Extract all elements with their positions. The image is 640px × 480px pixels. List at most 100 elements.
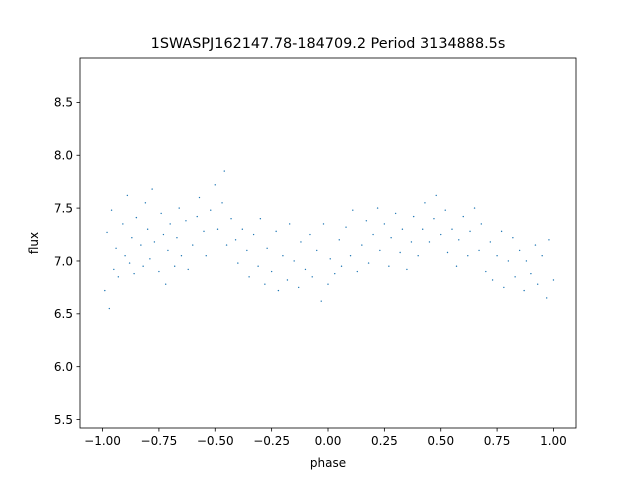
data-point <box>266 247 268 249</box>
data-point <box>455 265 458 267</box>
data-point <box>512 237 514 239</box>
data-point <box>133 272 135 275</box>
data-point <box>288 223 291 225</box>
data-point <box>388 265 390 267</box>
data-point <box>541 254 543 257</box>
data-point <box>117 276 120 278</box>
data-point <box>514 276 516 278</box>
data-point <box>491 279 494 281</box>
y-tick-label: 6.5 <box>54 307 73 321</box>
x-axis-ticks: −1.00 −0.75 −0.50 −0.25 0.00 0.25 0.50 0.75 1.00 <box>84 428 567 448</box>
y-tick-label: 8.0 <box>54 149 73 163</box>
data-point <box>525 260 528 262</box>
data-point <box>316 249 318 252</box>
data-point <box>293 260 295 262</box>
data-point <box>225 244 228 246</box>
y-axis-label: flux <box>27 232 41 254</box>
plot-area-frame <box>79 57 577 429</box>
data-point <box>478 249 480 252</box>
y-tick-label: 7.0 <box>54 254 73 268</box>
data-point <box>309 233 311 236</box>
data-point <box>128 262 131 264</box>
data-point <box>122 223 124 225</box>
data-point <box>203 230 205 233</box>
data-point <box>467 254 469 257</box>
data-point <box>406 268 408 271</box>
data-point <box>140 244 142 246</box>
data-point <box>458 239 460 241</box>
data-point <box>451 228 453 230</box>
data-point <box>536 283 539 285</box>
scatter-points <box>104 170 555 310</box>
x-tick-label: 1.00 <box>540 434 567 448</box>
data-point <box>151 188 153 190</box>
data-point <box>223 170 225 172</box>
data-point <box>241 228 244 230</box>
data-point <box>352 209 354 211</box>
data-point <box>198 196 201 199</box>
data-point <box>349 254 352 257</box>
data-point <box>376 207 379 209</box>
data-point <box>412 215 415 218</box>
data-point <box>469 230 471 233</box>
data-point <box>252 233 255 236</box>
x-tick-label: −0.75 <box>141 434 178 448</box>
data-point <box>106 231 108 234</box>
data-point <box>518 249 521 252</box>
data-point <box>334 272 336 275</box>
data-point <box>496 254 498 257</box>
data-point <box>264 283 266 285</box>
data-point <box>286 279 289 281</box>
data-point <box>135 216 138 219</box>
data-point <box>237 262 239 264</box>
data-point <box>552 279 555 281</box>
data-point <box>173 265 176 267</box>
data-point <box>167 249 169 252</box>
data-point <box>390 237 392 239</box>
data-point <box>379 249 381 252</box>
data-point <box>164 283 167 285</box>
data-point <box>433 217 435 220</box>
y-axis-ticks: 5.5 6.0 6.5 7.0 7.5 8.0 8.5 <box>54 96 80 427</box>
x-tick-label: 0.25 <box>371 434 398 448</box>
data-point <box>435 194 437 197</box>
data-point <box>340 265 343 267</box>
y-tick-label: 5.5 <box>54 413 73 427</box>
data-point <box>259 217 262 220</box>
data-point <box>205 254 207 257</box>
data-point <box>185 220 187 222</box>
data-point <box>424 202 426 204</box>
data-point <box>149 258 151 260</box>
data-point <box>480 223 483 225</box>
data-point <box>246 249 248 252</box>
data-point <box>473 207 476 209</box>
data-point <box>126 194 129 197</box>
data-point <box>131 237 133 239</box>
data-point <box>417 254 419 257</box>
data-point <box>144 202 147 204</box>
data-point <box>115 247 117 249</box>
data-point <box>277 289 280 292</box>
data-point <box>338 239 340 241</box>
x-tick-label: 0.50 <box>427 434 454 448</box>
data-point <box>545 297 548 299</box>
x-tick-label: 0.00 <box>315 434 342 448</box>
data-point <box>146 228 149 230</box>
data-point <box>214 184 216 186</box>
data-point <box>300 241 302 243</box>
data-point <box>428 241 431 243</box>
data-point <box>530 272 532 275</box>
chart-title: 1SWASPJ162147.78-184709.2 Period 3134888… <box>151 36 506 52</box>
data-point <box>142 265 144 267</box>
data-point <box>270 270 273 273</box>
data-point <box>444 209 446 211</box>
data-point <box>327 283 329 285</box>
x-tick-label: 0.75 <box>484 434 511 448</box>
data-point <box>297 286 300 289</box>
y-tick-label: 6.0 <box>54 360 73 374</box>
data-point <box>399 251 401 254</box>
data-point <box>234 239 237 241</box>
data-point <box>192 244 194 246</box>
